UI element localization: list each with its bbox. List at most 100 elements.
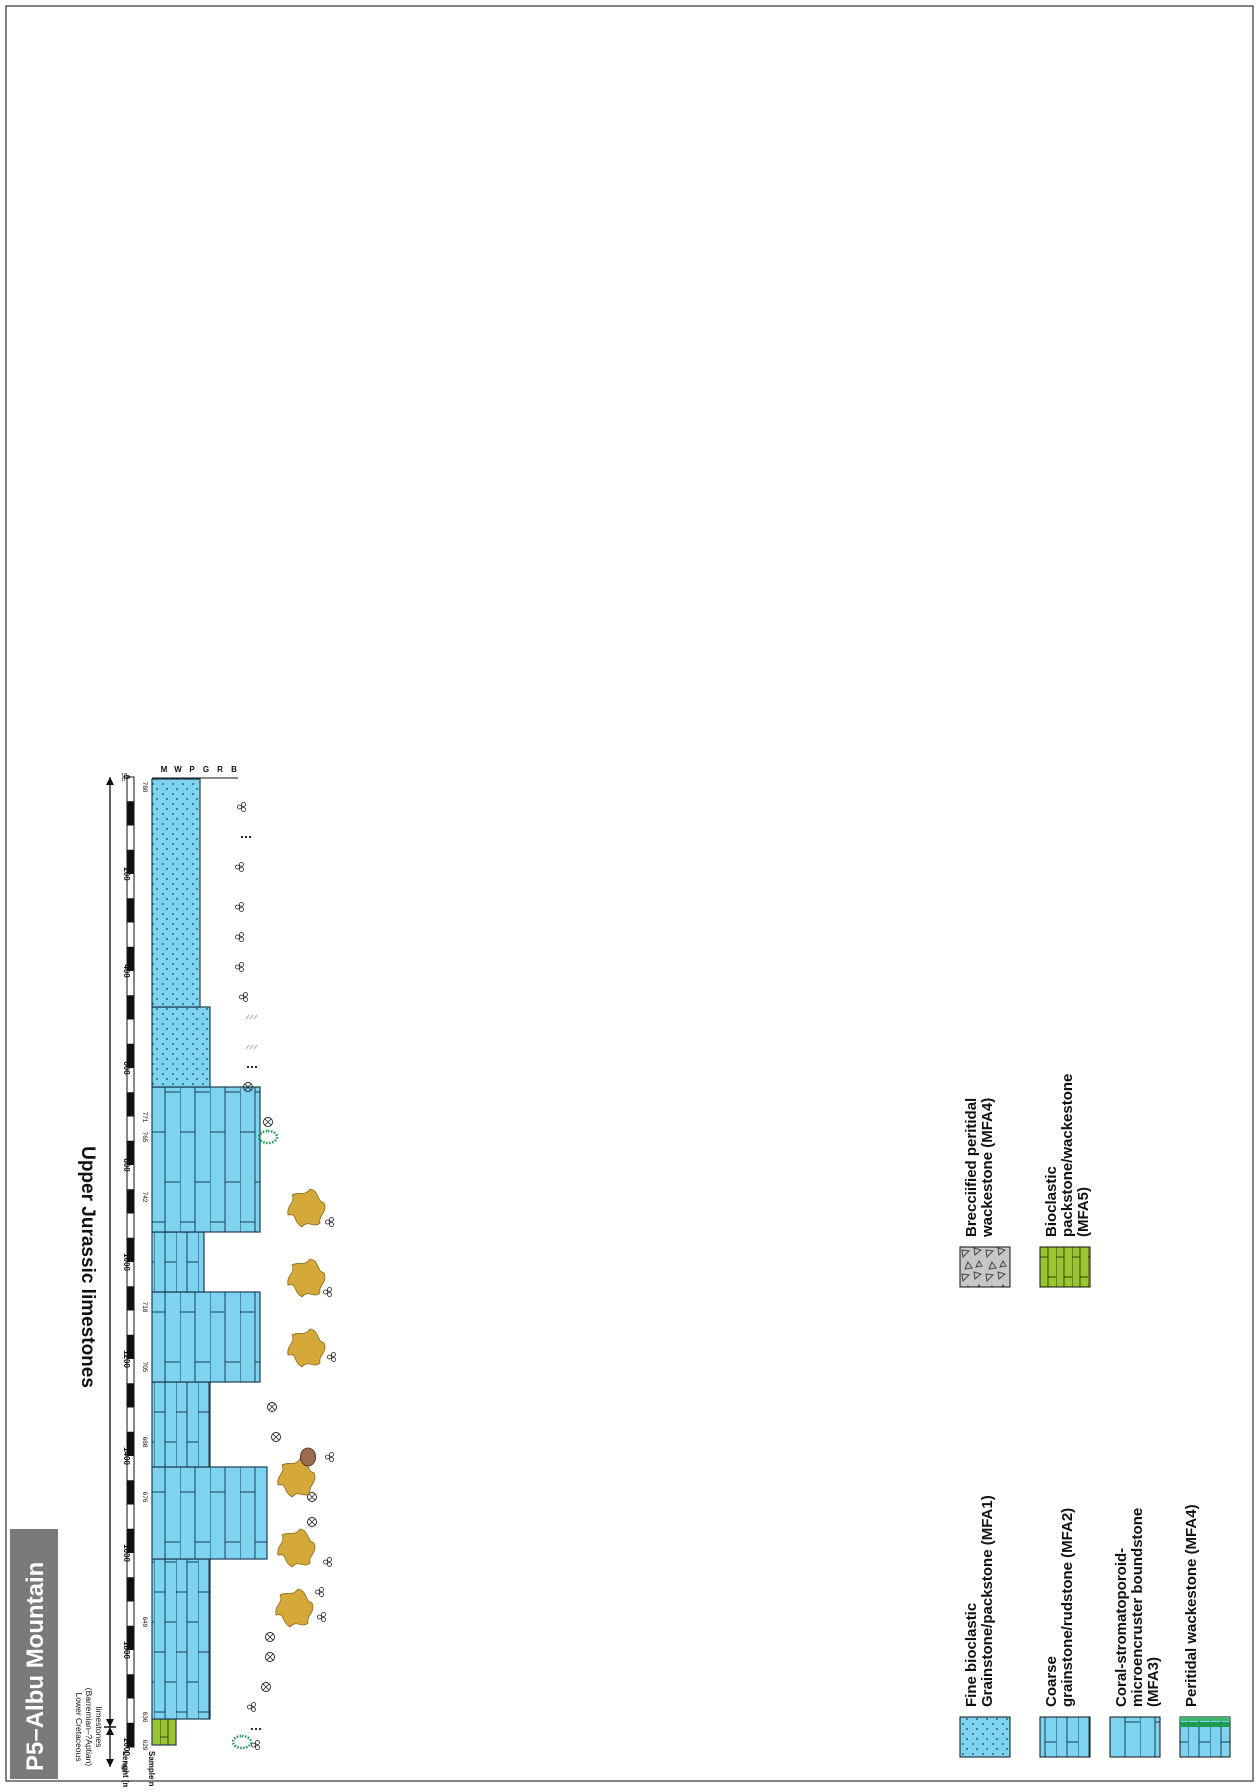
texture-code: W: [174, 765, 182, 774]
peloid-icon: [240, 835, 252, 839]
coral-icon: [277, 1528, 316, 1568]
foraminifera-icon: [235, 862, 244, 872]
section-end-left: NW: [120, 1761, 127, 1773]
sample-label: 649: [141, 1617, 148, 1628]
microbial-icon: [245, 1044, 258, 1050]
facies-block: [151, 1291, 261, 1383]
legend-facies-label: Coarse: [1043, 1656, 1060, 1707]
top-unit-label: limestones: [94, 1707, 104, 1748]
foraminifera-icon: [325, 1452, 334, 1462]
legend-facies-label: packstone/wackestone: [1059, 1074, 1076, 1237]
scale-segment: [127, 1286, 134, 1311]
length-tick-label: 1800: [122, 1641, 131, 1659]
coral-icon: [277, 1458, 316, 1498]
facies-block: [151, 1558, 211, 1720]
coral-fragment-icon: [263, 1117, 273, 1127]
section-end-right: SE: [120, 772, 127, 782]
sample-label: 636: [141, 1712, 148, 1723]
length-header: Lenght (m): [121, 1751, 130, 1787]
scale-segment: [127, 1043, 134, 1068]
sample-label: 705: [141, 1362, 148, 1373]
facies-block: [151, 1086, 261, 1233]
top-unit-label: Lower Cretaceous: [74, 1693, 84, 1762]
scale-segment: [127, 946, 134, 971]
facies-block: [151, 1006, 211, 1088]
facies-block: [151, 778, 201, 1008]
legend-facies-label: grainstone/rudstone (MFA2): [1059, 1508, 1076, 1707]
length-tick-label: 2000: [122, 1738, 131, 1756]
scale-segment: [127, 898, 134, 923]
length-tick-label: 1200: [122, 1350, 131, 1368]
section-p5: P5–Albu Mountain Upper Jurassic limestone…: [10, 765, 336, 1792]
coral-fragment-icon: [265, 1632, 275, 1642]
scale-segment: [127, 1092, 134, 1117]
legend-swatch: [1039, 1246, 1091, 1288]
coral-icon: [275, 1588, 314, 1628]
legend-facies-label: Peritidal wackestone (MFA4): [1183, 1504, 1200, 1707]
legend-facies-label: (MFA3): [1145, 1657, 1162, 1707]
legend-swatch: [1109, 1716, 1161, 1758]
foraminifera-icon: [315, 1587, 324, 1597]
legend-facies-label: Coral-stromatoporoid-: [1113, 1548, 1130, 1707]
scale-segment: [127, 849, 134, 874]
sample-label: 765: [141, 1132, 148, 1143]
scale-segment: [127, 1480, 134, 1505]
foraminifera-icon: [323, 1557, 332, 1567]
sample-label: 780: [141, 782, 148, 793]
scale-segment: [127, 1383, 134, 1408]
coral-fragment-icon: [307, 1517, 317, 1527]
length-tick-label: 0: [122, 775, 131, 780]
foraminifera-icon: [235, 962, 244, 972]
sample-label: 771: [141, 1112, 148, 1123]
length-tick-label: 800: [122, 1158, 131, 1172]
texture-code: R: [217, 765, 223, 774]
foraminifera-icon: [237, 802, 246, 812]
top-unit-label: (Barremian–?Aptian): [84, 1688, 94, 1767]
coral-icon: [287, 1328, 326, 1368]
length-tick-label: 1000: [122, 1253, 131, 1271]
texture-code: B: [231, 765, 237, 774]
legend-facies-label: Bioclastic: [1043, 1166, 1060, 1237]
foraminifera-icon: [317, 1612, 326, 1622]
coral-fragment-icon: [261, 1682, 271, 1692]
legend-facies-label: microencruster boundstone: [1129, 1508, 1146, 1707]
length-tick-label: 1400: [122, 1447, 131, 1465]
scale-segment: [127, 1528, 134, 1553]
legend-facies-label: Brecciified peritidal: [963, 1098, 980, 1237]
scale-segment: [127, 995, 134, 1020]
foraminifera-icon: [235, 902, 244, 912]
coral-fragment-icon: [307, 1492, 317, 1502]
scale-segment: [127, 1431, 134, 1456]
sample-label: 742: [141, 1192, 148, 1203]
coral-fragment-icon: [243, 1082, 253, 1092]
length-tick-label: 1600: [122, 1544, 131, 1562]
facies-block: [151, 1231, 205, 1293]
scale-segment: [127, 1140, 134, 1165]
legend-swatch: [1039, 1716, 1091, 1758]
foraminifera-icon: [327, 1352, 336, 1362]
scale-segment: [127, 1334, 134, 1359]
texture-code: G: [203, 765, 209, 774]
facies-block: [151, 1466, 268, 1560]
length-tick-label: 200: [122, 867, 131, 881]
landscape-figure: P5–Albu Mountain Upper Jurassic limestone…: [10, 765, 1231, 1792]
foraminifera-icon: [323, 1287, 332, 1297]
section-title-band: [10, 1529, 58, 1779]
foraminifera-icon: [247, 1702, 256, 1712]
sample-label: 629: [141, 1740, 148, 1751]
sample-label: 688: [141, 1437, 148, 1448]
peloid-icon: [246, 1065, 258, 1069]
peloid-icon: [250, 1727, 262, 1731]
coral-icon: [287, 1188, 326, 1228]
coral-fragment-icon: [265, 1652, 275, 1662]
length-tick-label: 600: [122, 1061, 131, 1075]
legend: Fine bioclastic Grainstone/packstone (MFA…: [959, 1074, 1231, 1758]
legend-swatch: [959, 1716, 1011, 1758]
sample-label: 676: [141, 1492, 148, 1503]
green-algae-icon: [257, 1129, 279, 1145]
legend-facies-label: Fine bioclastic: [963, 1603, 980, 1707]
length-tick-label: 400: [122, 964, 131, 978]
scale-segment: [127, 1722, 134, 1747]
